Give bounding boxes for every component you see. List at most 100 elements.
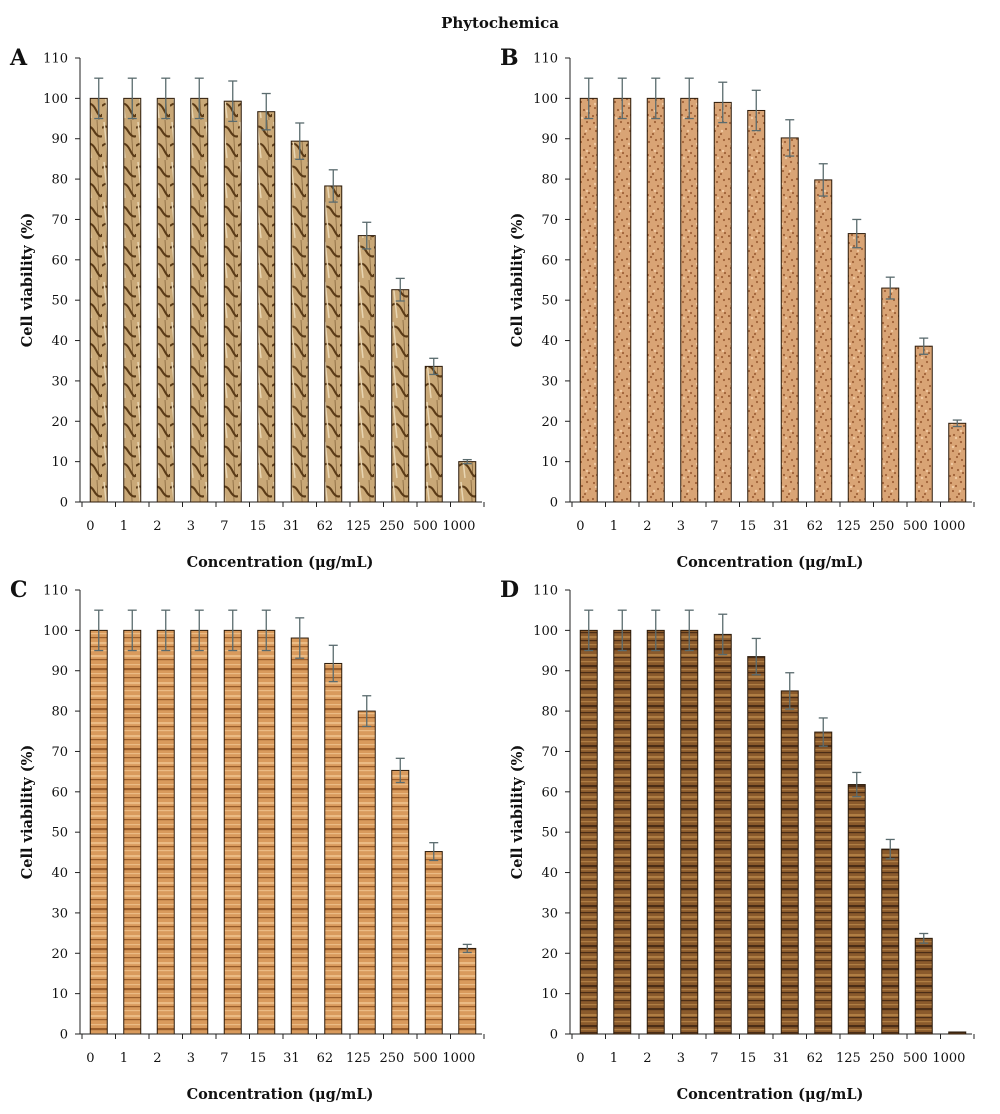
chart-a-x-tick-label: 500	[413, 519, 438, 534]
chart-d-x-tick-label: 0	[576, 1051, 584, 1066]
chart-b-bar	[914, 345, 933, 503]
chart-c-y-tick-label: 30	[51, 906, 68, 921]
chart-c-x-tick-label: 2	[153, 1051, 161, 1066]
chart-b-bar	[747, 109, 766, 503]
chart-b-x-tick-label: 500	[903, 519, 928, 534]
chart-c-y-tick-label: 60	[51, 785, 68, 800]
chart-a-bar	[324, 185, 343, 503]
chart-c-x-tick-label: 500	[413, 1051, 438, 1066]
chart-b-error-bar	[651, 77, 661, 120]
chart-d-error-bar	[617, 609, 627, 652]
chart-a-error-bar	[228, 80, 238, 123]
chart-c-y-tick-label: 20	[51, 947, 68, 962]
chart-c-y-tick-label: 40	[51, 866, 68, 881]
chart-a-y-tick-label: 70	[51, 213, 68, 228]
chart-c-bar	[257, 629, 276, 1035]
chart-a-x-tick-label: 31	[283, 519, 300, 534]
chart-c-bar	[290, 637, 309, 1035]
chart-c-x-tick-label: 31	[283, 1051, 300, 1066]
chart-a-bar	[357, 235, 376, 503]
chart-d-bar	[613, 629, 632, 1035]
chart-c-error-bar	[94, 609, 104, 652]
chart-b-bar	[613, 97, 632, 503]
chart-b-bar	[881, 287, 900, 503]
chart-c-bar	[458, 947, 477, 1035]
chart-c-y-axis-label: Cell viability (%)	[19, 745, 36, 880]
chart-d-x-tick-label: 3	[677, 1051, 685, 1066]
chart-a-bar	[424, 365, 443, 503]
chart-d-error-bar	[651, 609, 661, 652]
chart-a-panel-letter: A	[9, 45, 28, 71]
chart-d-y-tick-label: 30	[541, 906, 558, 921]
chart-d-error-bar	[718, 613, 728, 656]
chart-a-y-tick-label: 100	[43, 92, 68, 107]
chart-a-error-bar	[362, 221, 372, 250]
chart-a-y-tick-label: 50	[51, 294, 68, 309]
chart-d-bar	[881, 848, 900, 1035]
chart-a-error-bar	[127, 77, 137, 120]
chart-c-error-bar	[194, 609, 204, 652]
chart-a-x-tick-label: 250	[379, 519, 404, 534]
chart-d-bar	[713, 633, 732, 1035]
chart-b-y-tick-label: 40	[541, 334, 558, 349]
chart-b-y-tick-label: 50	[541, 294, 558, 309]
chart-a-svg: A 0 10 20 30 40 50 60 70 80 90 100 110 0 1 2 3 7 15 31 62 125…	[9, 45, 485, 571]
chart-a-error-bar	[328, 169, 338, 203]
chart-a-y-tick-label: 80	[51, 173, 68, 188]
chart-d-bar	[914, 937, 933, 1035]
chart-c-y-tick-label: 70	[51, 745, 68, 760]
chart-c-x-tick-label: 250	[379, 1051, 404, 1066]
chart-c-error-bar	[228, 609, 238, 652]
chart-b-x-tick-label: 62	[807, 519, 824, 534]
chart-c-svg: C 0 10 20 30 40 50 60 70 80 90 100 110 0 1 2 3 7 15 31 62 125…	[10, 577, 485, 1103]
chart-c-error-bar	[362, 695, 372, 728]
chart-c-error-bar	[295, 617, 305, 659]
chart-b-bar	[646, 97, 665, 503]
chart-a-x-axis-label: Concentration (μg/mL)	[187, 554, 374, 571]
chart-a-bar	[391, 289, 410, 503]
chart-c-x-tick-label: 1	[120, 1051, 128, 1066]
chart-a-error-bar	[295, 122, 305, 160]
chart-a-error-bar	[161, 77, 171, 120]
chart-a-y-tick-label: 20	[51, 415, 68, 430]
chart-c-x-tick-label: 3	[187, 1051, 195, 1066]
chart-d-svg: D 0 10 20 30 40 50 60 70 80 90 100 110 0 1 2 3 7 15 31 62 125…	[500, 577, 975, 1103]
chart-b-error-bar	[617, 77, 627, 120]
chart-b-y-tick-label: 60	[541, 253, 558, 268]
chart-a-y-tick-label: 30	[51, 374, 68, 389]
chart-b-y-axis-label: Cell viability (%)	[509, 213, 526, 348]
chart-b-y-tick-label: 100	[533, 92, 558, 107]
chart-d-x-tick-label: 62	[807, 1051, 824, 1066]
chart-c-y-tick-label: 90	[51, 664, 68, 679]
chart-panel-a: A 0 10 20 30 40 50 60 70 80 90 100 110 0 1 2 3 7 15 31 62 125…	[0, 40, 500, 580]
chart-a-y-axis-label: Cell viability (%)	[19, 213, 36, 348]
chart-a-x-tick-label: 125	[346, 519, 371, 534]
chart-a-x-tick-label: 3	[187, 519, 195, 534]
chart-c-x-tick-label: 0	[86, 1051, 94, 1066]
chart-d-x-tick-label: 7	[710, 1051, 718, 1066]
chart-b-x-tick-label: 2	[643, 519, 651, 534]
chart-c-y-tick-label: 110	[43, 584, 68, 599]
chart-a-bar	[223, 100, 242, 503]
chart-d-error-bar	[919, 932, 929, 944]
chart-a-x-tick-label: 2	[153, 519, 161, 534]
chart-a-x-tick-label: 7	[220, 519, 228, 534]
chart-b-error-bar	[818, 163, 828, 197]
chart-c-bar	[223, 629, 242, 1035]
chart-b-x-tick-label: 1	[610, 519, 618, 534]
chart-c-bar	[156, 629, 175, 1035]
chart-b-x-tick-label: 0	[576, 519, 584, 534]
chart-a-x-tick-label: 1000	[442, 519, 475, 534]
chart-a-error-bar	[462, 458, 472, 465]
chart-c-bar	[89, 629, 108, 1035]
chart-d-y-tick-label: 110	[533, 584, 558, 599]
chart-d-y-tick-label: 40	[541, 866, 558, 881]
chart-d-x-tick-label: 500	[903, 1051, 928, 1066]
chart-d-bar	[747, 656, 766, 1035]
chart-a-x-tick-label: 0	[86, 519, 94, 534]
chart-c-y-tick-label: 80	[51, 705, 68, 720]
chart-panel-c: C 0 10 20 30 40 50 60 70 80 90 100 110 0 1 2 3 7 15 31 62 125…	[0, 572, 500, 1112]
chart-c-y-tick-label: 50	[51, 826, 68, 841]
chart-b-panel-letter: B	[500, 45, 519, 71]
chart-d-error-bar	[818, 717, 828, 747]
